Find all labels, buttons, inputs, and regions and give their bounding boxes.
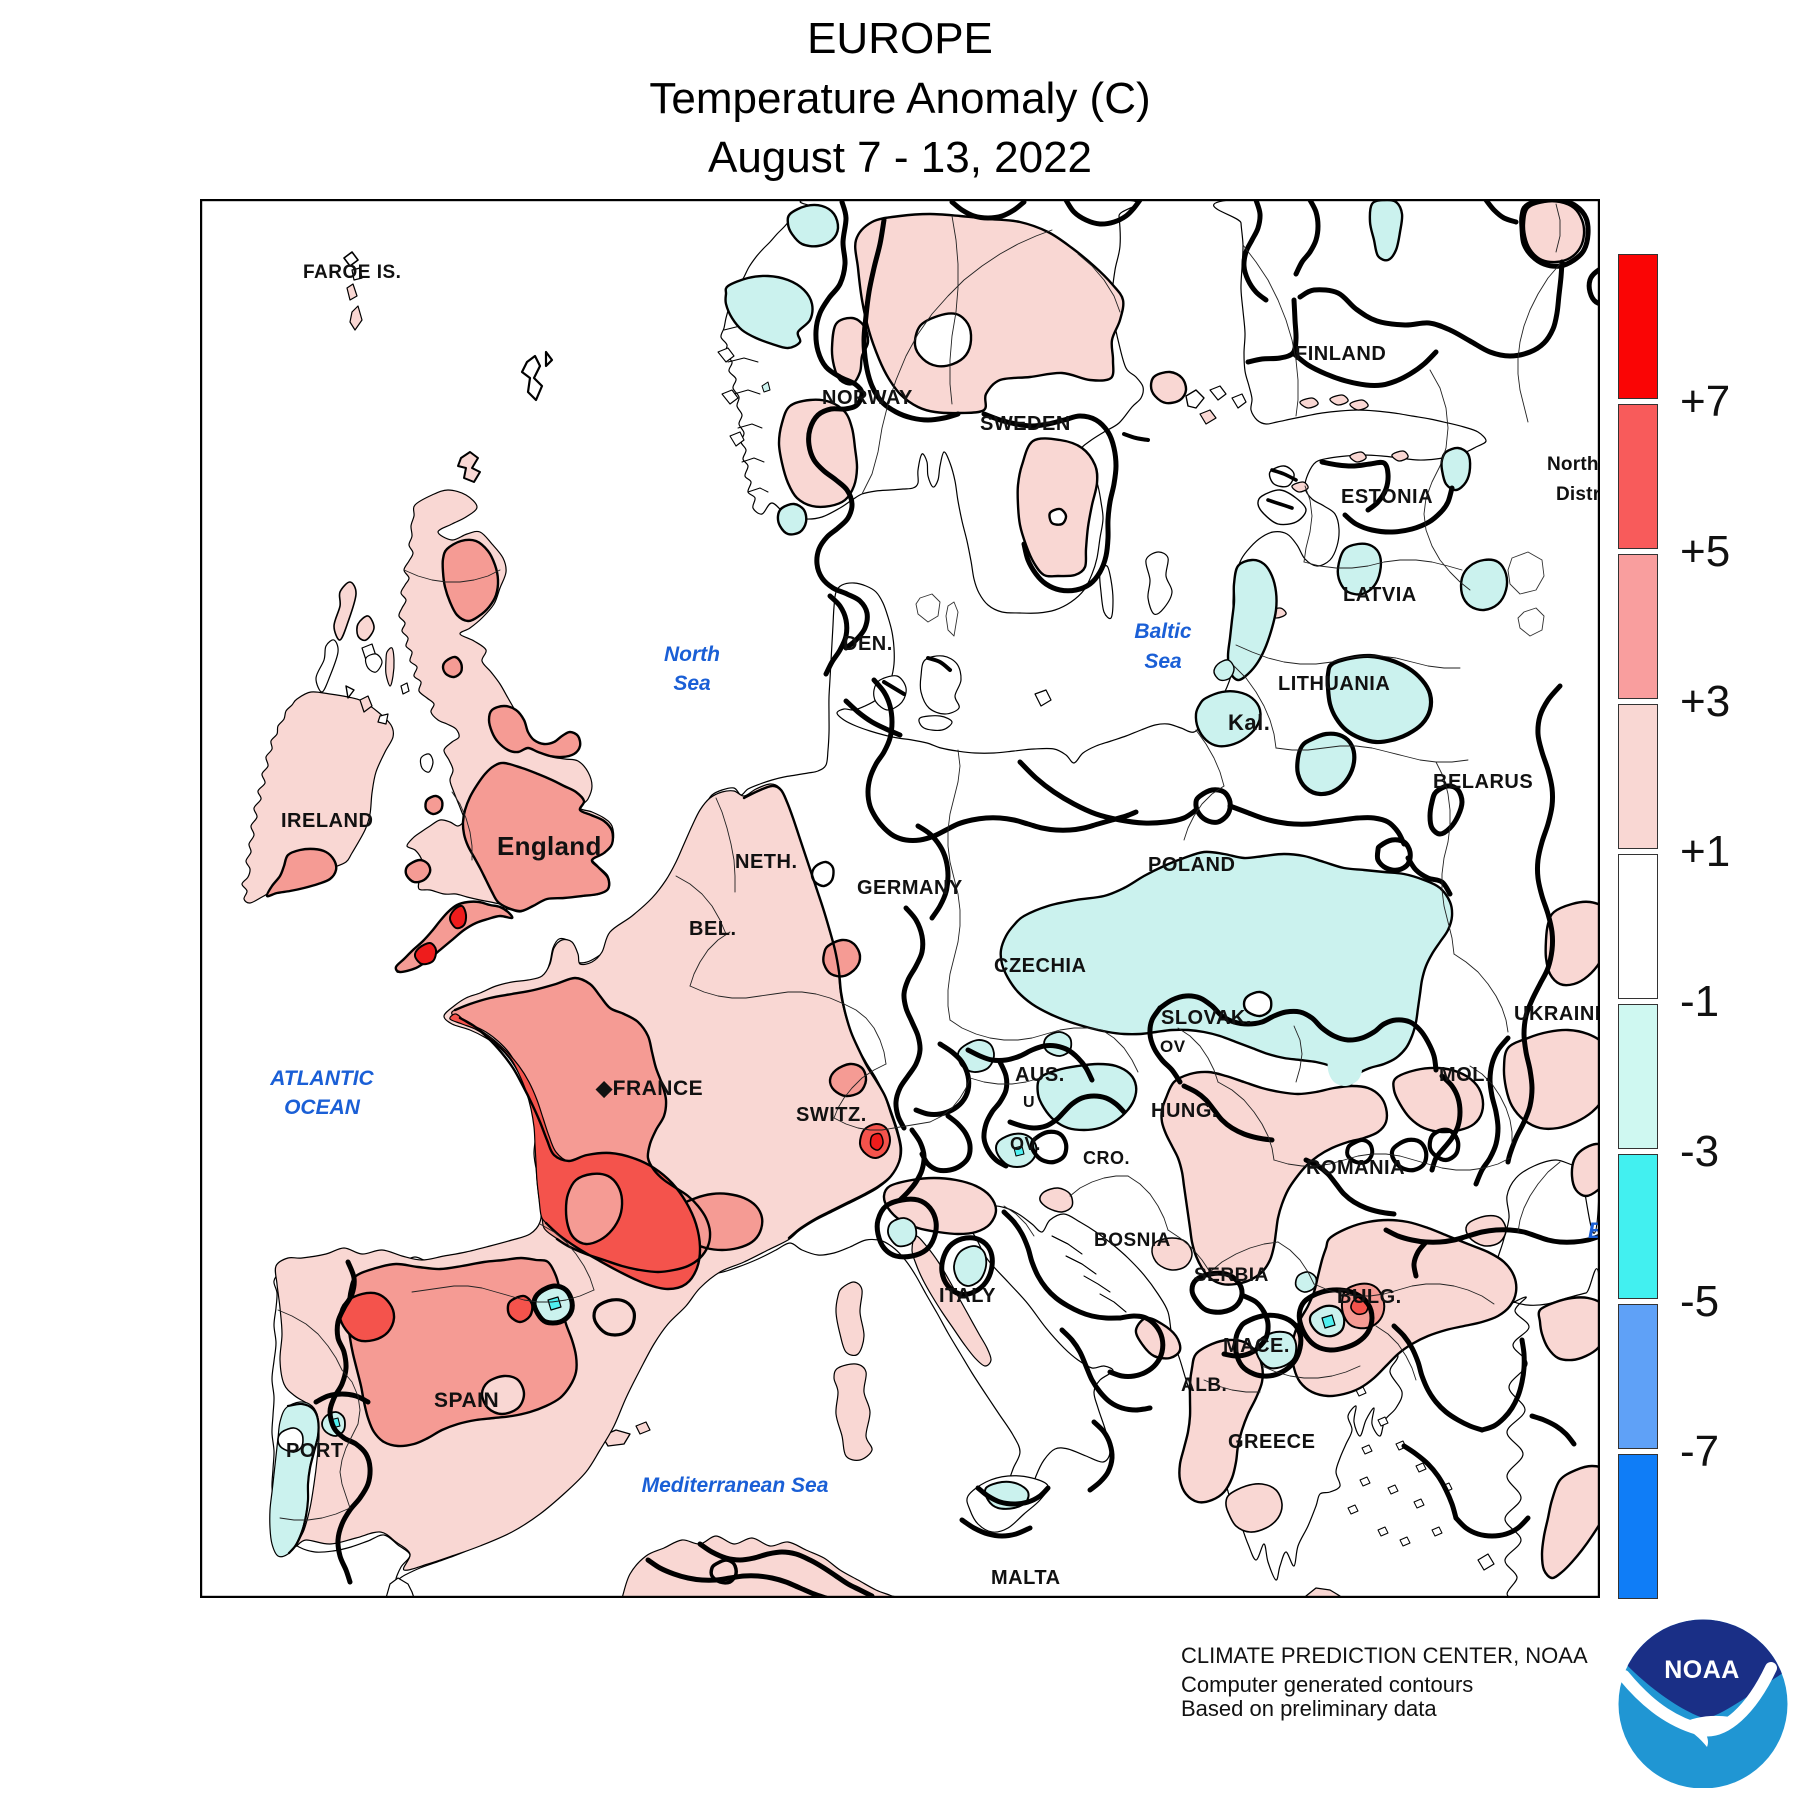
svg-text:CZECHIA: CZECHIA <box>994 955 1086 977</box>
svg-text:POLAND: POLAND <box>1148 854 1235 876</box>
svg-text:B: B <box>1588 1218 1600 1243</box>
svg-text:ESTONIA: ESTONIA <box>1341 486 1433 508</box>
svg-text:Mediterranean Sea: Mediterranean Sea <box>642 1474 829 1497</box>
svg-text:FINLAND: FINLAND <box>1295 343 1386 365</box>
svg-text:Distri: Distri <box>1556 484 1600 505</box>
svg-text:ATLANTIC: ATLANTIC <box>269 1067 374 1090</box>
svg-text:SPAIN: SPAIN <box>434 1389 499 1412</box>
svg-text:LITHUANIA: LITHUANIA <box>1278 673 1390 695</box>
svg-text:MACE.: MACE. <box>1223 1335 1290 1357</box>
svg-text:OV.: OV. <box>1010 1134 1041 1154</box>
svg-text:◆FRANCE: ◆FRANCE <box>595 1077 703 1100</box>
svg-text:Northw: Northw <box>1547 454 1600 475</box>
svg-text:HUNG.: HUNG. <box>1151 1100 1218 1122</box>
svg-text:SWITZ.: SWITZ. <box>796 1104 867 1126</box>
svg-text:DEN.: DEN. <box>843 633 893 655</box>
svg-text:MALTA: MALTA <box>991 1567 1061 1589</box>
svg-text:Sea: Sea <box>1144 650 1182 673</box>
svg-text:Kal.: Kal. <box>1228 710 1270 735</box>
svg-text:MOL.: MOL. <box>1439 1064 1491 1086</box>
svg-text:NETH.: NETH. <box>735 851 798 873</box>
svg-text:UKRAINE: UKRAINE <box>1514 1003 1600 1025</box>
svg-text:ROMANIA: ROMANIA <box>1306 1157 1405 1179</box>
svg-text:NOAA: NOAA <box>1664 1656 1740 1684</box>
svg-text:Sea: Sea <box>673 672 711 695</box>
svg-text:SERBIA: SERBIA <box>1194 1265 1269 1286</box>
svg-text:NORWAY: NORWAY <box>822 387 913 409</box>
svg-text:PORT: PORT <box>286 1440 344 1462</box>
svg-text:IRELAND: IRELAND <box>281 810 373 832</box>
svg-text:GREECE: GREECE <box>1228 1431 1315 1453</box>
svg-text:GERMANY: GERMANY <box>857 877 963 899</box>
svg-text:U: U <box>1023 1094 1035 1111</box>
svg-text:BULG.: BULG. <box>1337 1286 1402 1308</box>
svg-text:ITALY: ITALY <box>939 1285 996 1307</box>
svg-text:Baltic: Baltic <box>1134 620 1192 643</box>
svg-text:CRO.: CRO. <box>1083 1148 1130 1168</box>
svg-text:OV: OV <box>1160 1037 1186 1056</box>
svg-text:SLOVAK.: SLOVAK. <box>1161 1007 1252 1029</box>
svg-text:BEL.: BEL. <box>689 918 737 940</box>
svg-text:LATVIA: LATVIA <box>1343 584 1417 606</box>
svg-text:OCEAN: OCEAN <box>284 1096 361 1119</box>
svg-text:North: North <box>664 643 720 666</box>
svg-text:SWEDEN: SWEDEN <box>980 413 1071 435</box>
svg-text:BOSNIA: BOSNIA <box>1094 1230 1171 1251</box>
svg-text:England: England <box>497 831 602 861</box>
svg-text:AUS.: AUS. <box>1015 1064 1065 1086</box>
svg-text:ALB.: ALB. <box>1181 1375 1227 1396</box>
svg-text:FAROE IS.: FAROE IS. <box>303 262 401 283</box>
svg-text:BELARUS: BELARUS <box>1433 771 1533 793</box>
